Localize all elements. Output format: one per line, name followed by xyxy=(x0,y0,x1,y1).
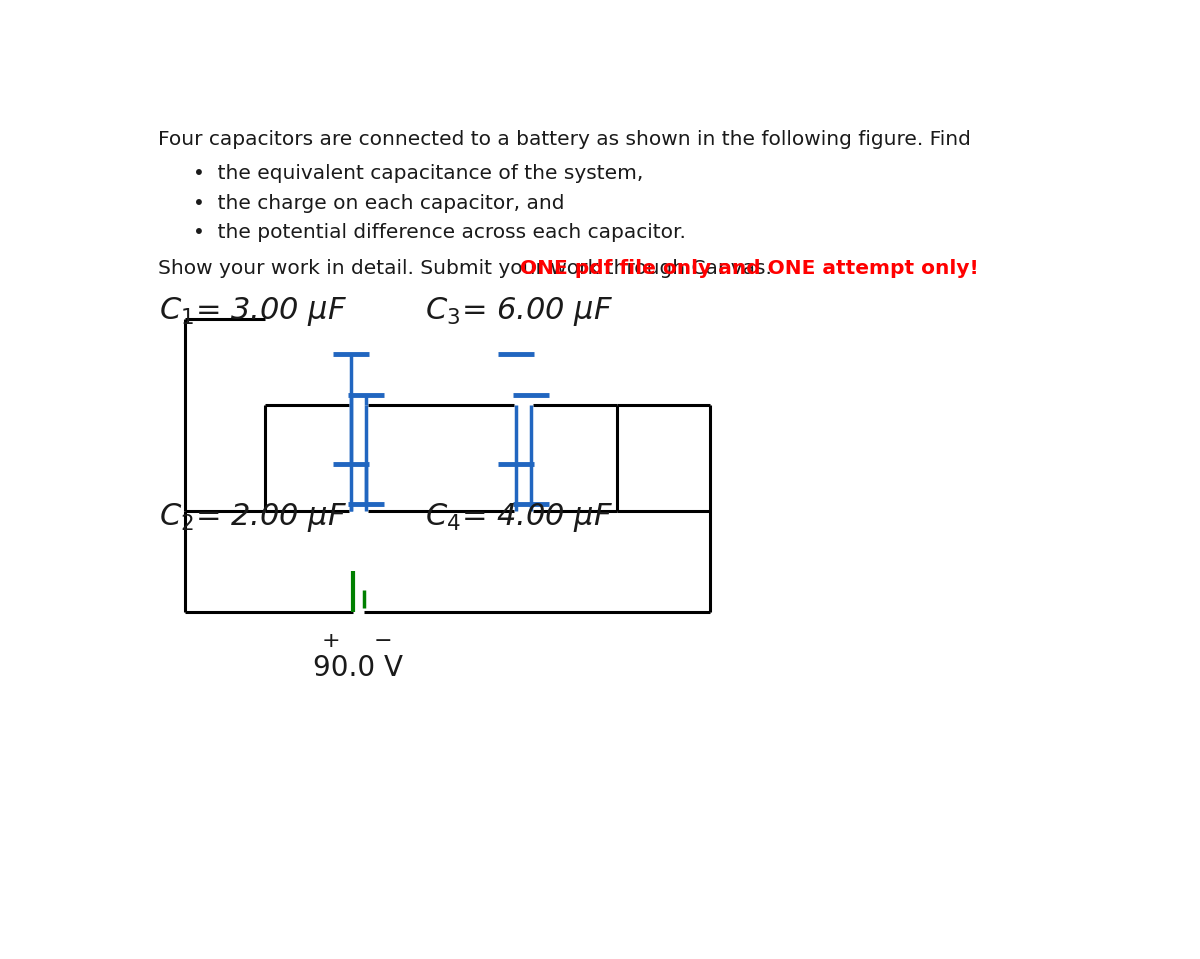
Text: Show your work in detail. Submit your work through Canvas.: Show your work in detail. Submit your wo… xyxy=(157,259,778,278)
Text: •  the charge on each capacitor, and: • the charge on each capacitor, and xyxy=(193,194,564,213)
Text: C$_1$= 3.00 $\mu$F: C$_1$= 3.00 $\mu$F xyxy=(160,295,348,328)
Text: 90.0 V: 90.0 V xyxy=(313,654,403,682)
Text: −: − xyxy=(374,631,392,651)
Text: C$_4$= 4.00 $\mu$F: C$_4$= 4.00 $\mu$F xyxy=(425,501,613,534)
Text: ONE pdf file only and ONE attempt only!: ONE pdf file only and ONE attempt only! xyxy=(520,259,979,278)
Text: +: + xyxy=(322,631,341,651)
Text: •  the potential difference across each capacitor.: • the potential difference across each c… xyxy=(193,222,685,242)
Text: C$_3$= 6.00 $\mu$F: C$_3$= 6.00 $\mu$F xyxy=(425,295,613,328)
Text: •  the equivalent capacitance of the system,: • the equivalent capacitance of the syst… xyxy=(193,164,643,183)
Text: C$_2$= 2.00 $\mu$F: C$_2$= 2.00 $\mu$F xyxy=(160,501,348,534)
Text: Four capacitors are connected to a battery as shown in the following figure. Fin: Four capacitors are connected to a batte… xyxy=(157,129,971,149)
